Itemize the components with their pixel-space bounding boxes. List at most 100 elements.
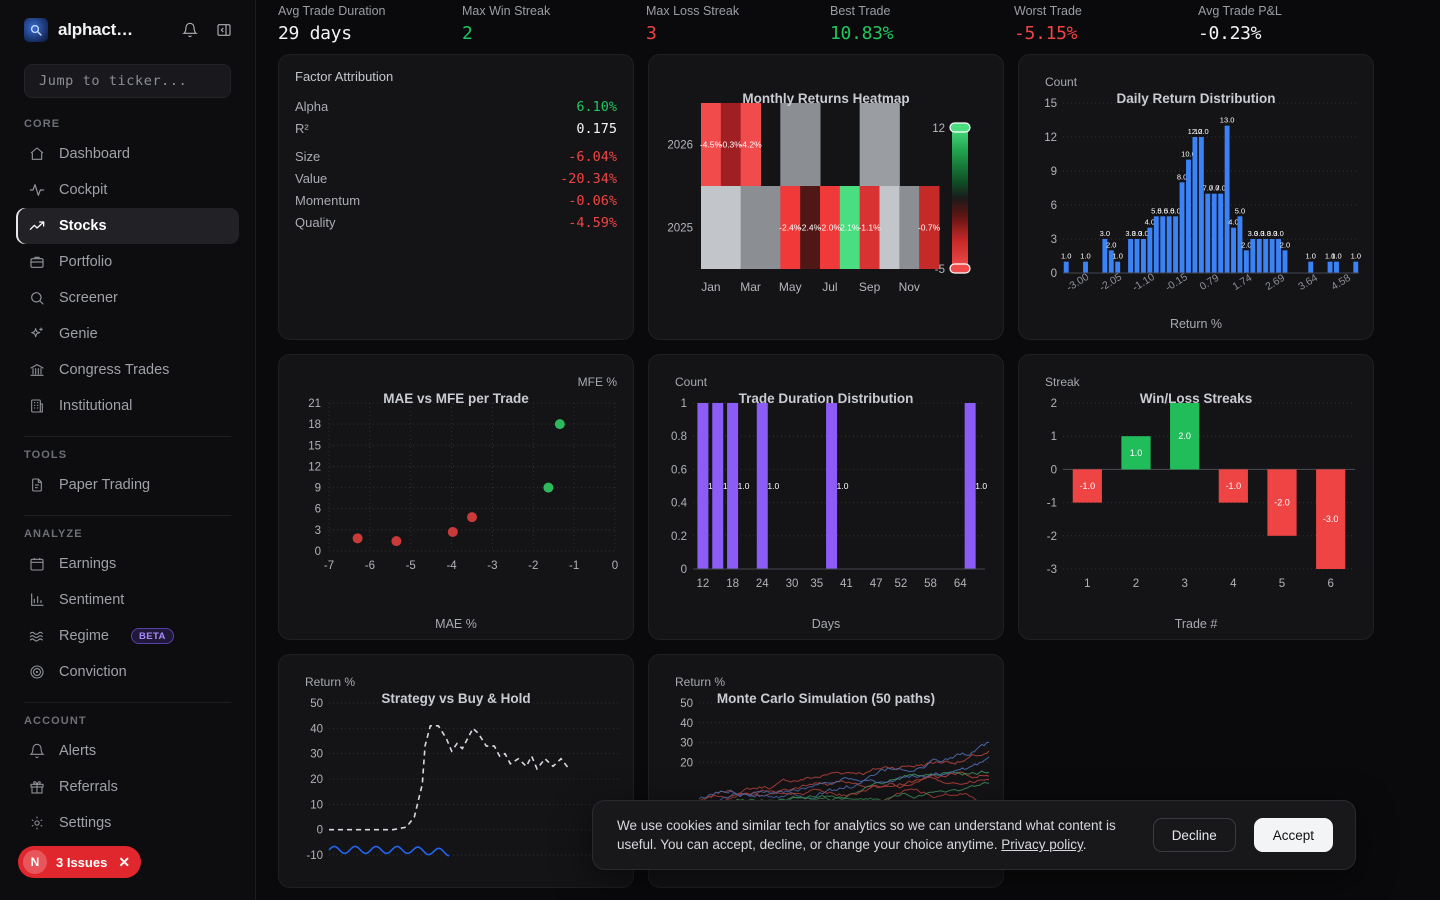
duration-plot[interactable]: 00.20.40.60.811.01.01.01.01.01.012182430…: [649, 355, 1003, 639]
strategy-line-plot[interactable]: 50 40 30 20 10 0 -10: [279, 655, 633, 887]
sidebar-item-earnings[interactable]: Earnings: [16, 546, 239, 582]
factor-value: 6.10%: [576, 99, 617, 115]
sidebar-item-congress-trades[interactable]: Congress Trades: [16, 352, 239, 388]
trending-up-icon: [28, 218, 45, 235]
stat-max-loss-streak: Max Loss Streak 3: [646, 4, 830, 44]
svg-text:12: 12: [932, 123, 945, 135]
bell-icon[interactable]: [181, 21, 199, 39]
svg-text:-1.1%: -1.1%: [858, 223, 881, 233]
axis-label-x: MAE %: [435, 617, 477, 631]
bank-icon: [28, 362, 45, 379]
svg-text:-4: -4: [446, 560, 457, 572]
stat-value: 3: [646, 23, 657, 44]
bell-icon: [28, 743, 45, 760]
sidebar-item-stocks[interactable]: Stocks: [16, 208, 239, 244]
sidebar-item-cockpit[interactable]: Cockpit: [16, 172, 239, 208]
svg-text:1.0: 1.0: [1306, 252, 1316, 261]
svg-text:-1: -1: [1047, 498, 1057, 510]
axis-label-y: Count: [675, 375, 708, 389]
sidebar-item-screener[interactable]: Screener: [16, 280, 239, 316]
sidebar-item-label: Portfolio: [59, 254, 113, 270]
sidebar-item-portfolio[interactable]: Portfolio: [16, 244, 239, 280]
sidebar-item-dashboard[interactable]: Dashboard: [16, 136, 239, 172]
sidebar-item-label: Genie: [59, 326, 98, 342]
sidebar-item-regime[interactable]: Regime BETA: [16, 618, 239, 654]
sidebar-item-conviction[interactable]: Conviction: [16, 654, 239, 690]
search-input[interactable]: Jump to ticker...: [24, 64, 231, 98]
svg-text:4.58: 4.58: [1329, 272, 1353, 293]
issues-badge[interactable]: N 3 Issues ✕: [18, 846, 142, 878]
panel-collapse-icon[interactable]: [215, 21, 233, 39]
close-icon[interactable]: ✕: [118, 853, 131, 870]
svg-text:47: 47: [870, 578, 883, 590]
svg-text:3.0: 3.0: [1254, 229, 1264, 238]
sidebar-item-label: Referrals: [59, 779, 118, 795]
sidebar-item-alerts[interactable]: Alerts: [16, 733, 239, 769]
heatmap-plot[interactable]: -4.5%-0.3%-4.2%-2.4%-2.4%-2.0% 2.1% -1.1% -…: [649, 55, 1003, 339]
svg-text:3: 3: [1181, 578, 1187, 590]
svg-text:0: 0: [315, 546, 321, 558]
sidebar-section-tools: TOOLS: [24, 449, 68, 461]
sidebar-item-institutional[interactable]: Institutional: [16, 388, 239, 424]
svg-text:1: 1: [1051, 431, 1057, 443]
axis-label-x: Trade #: [1174, 617, 1218, 631]
charts-row-2: MFE % MAE vs MFE per Trade 0 3 6 9 12 15 18 21-…: [256, 354, 1440, 640]
chart-title: MAE vs MFE per Trade: [383, 391, 529, 406]
sidebar-item-referrals[interactable]: Referrals: [16, 769, 239, 805]
decline-button[interactable]: Decline: [1152, 818, 1236, 852]
factor-row: R² 0.175: [295, 118, 617, 140]
building-icon: [28, 398, 45, 415]
svg-text:6: 6: [1051, 200, 1057, 212]
scatter-plot[interactable]: 0 3 6 9 12 15 18 21 -7 -6 -5 -4 -3 -2 -1 0: [279, 355, 633, 639]
svg-text:8.0: 8.0: [1177, 172, 1187, 181]
axis-label-y: Streak: [1045, 375, 1080, 389]
svg-text:1.74: 1.74: [1230, 272, 1254, 293]
svg-text:1.0: 1.0: [1331, 252, 1341, 261]
svg-text:0: 0: [681, 564, 687, 576]
svg-text:3.64: 3.64: [1296, 272, 1320, 293]
svg-text:2026: 2026: [667, 140, 693, 152]
accept-button[interactable]: Accept: [1253, 818, 1333, 852]
svg-text:-2: -2: [528, 560, 538, 572]
svg-text:2.0: 2.0: [1106, 240, 1116, 249]
svg-text:3.0: 3.0: [1100, 229, 1110, 238]
chart-title: Monthly Returns Heatmap: [742, 91, 910, 106]
stat-worst-trade: Worst Trade -5.15%: [1014, 4, 1198, 44]
sidebar-item-label: Stocks: [59, 218, 107, 234]
chart-title: Strategy vs Buy & Hold: [381, 691, 531, 706]
stat-value: 2: [462, 23, 473, 44]
svg-text:3.0: 3.0: [1273, 229, 1283, 238]
svg-text:50: 50: [680, 698, 693, 710]
svg-text:-0.3%: -0.3%: [720, 140, 743, 150]
svg-text:1.0: 1.0: [837, 481, 849, 491]
svg-text:1.0: 1.0: [1061, 252, 1071, 261]
svg-text:13.0: 13.0: [1220, 116, 1235, 125]
svg-text:0.8: 0.8: [671, 431, 687, 443]
card-strategy-vs-buy-hold: Return % Strategy vs Buy & Hold 50 40 30 20…: [278, 654, 634, 888]
svg-text:May: May: [779, 280, 802, 294]
charts-row-1: Factor Attribution Alpha 6.10% R² 0.175 …: [256, 54, 1440, 340]
svg-text:-1.0: -1.0: [1226, 481, 1242, 491]
svg-text:9: 9: [315, 483, 321, 495]
sidebar-item-paper-trading[interactable]: Paper Trading: [16, 467, 239, 503]
svg-text:2.0: 2.0: [1178, 431, 1191, 441]
svg-text:12: 12: [1044, 132, 1057, 144]
svg-text:Sep: Sep: [859, 280, 881, 294]
sidebar-item-genie[interactable]: Genie: [16, 316, 239, 352]
svg-text:21: 21: [308, 398, 321, 410]
axis-label-y: Count: [1045, 75, 1078, 89]
sidebar-item-sentiment[interactable]: Sentiment: [16, 582, 239, 618]
streaks-plot[interactable]: -3 -2 -1 0 1 2 -1.0 1 1.0 2 2.0 3 -1.0 4 -2.0 5 -3.0 6: [1019, 355, 1373, 639]
svg-text:2025: 2025: [667, 223, 693, 235]
sidebar-section-account: ACCOUNT: [24, 715, 87, 727]
sidebar-item-label: Earnings: [59, 556, 117, 572]
chart-title: Trade Duration Distribution: [738, 391, 914, 406]
privacy-policy-link[interactable]: Privacy policy: [1001, 837, 1083, 852]
sidebar-item-settings[interactable]: Settings: [16, 805, 239, 841]
svg-text:-2.0: -2.0: [1274, 498, 1290, 508]
stat-label: Worst Trade: [1014, 4, 1082, 18]
avatar: N: [23, 850, 47, 874]
